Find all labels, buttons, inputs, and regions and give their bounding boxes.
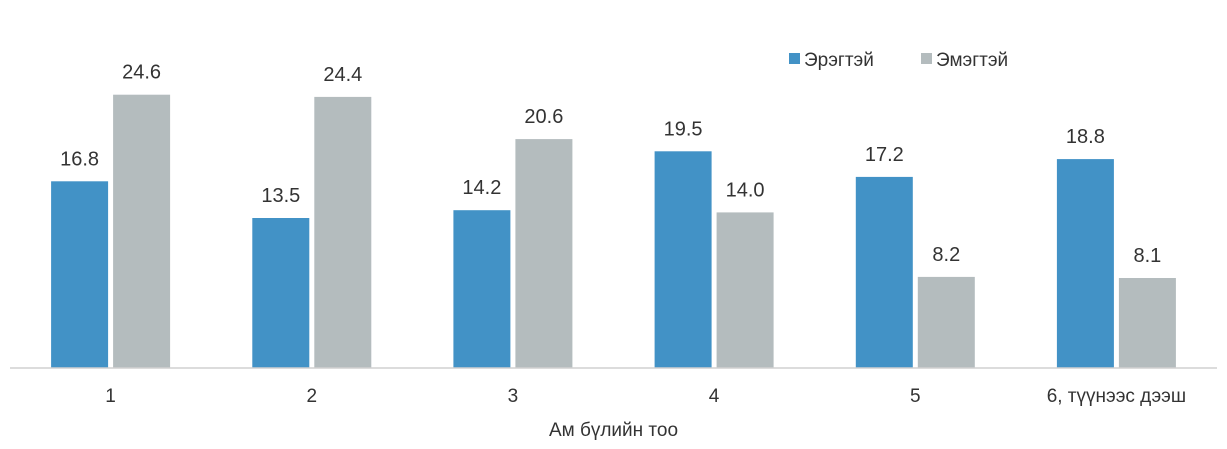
- bars-layer: [51, 94, 1176, 369]
- bar-male-2: [252, 218, 310, 368]
- x-tick-label-3: 3: [508, 386, 519, 407]
- data-labels-layer: 16.8 24.6 13.5 24.4 14.2 20.6 19.5 14.0 17.2 8.2 1…: [60, 62, 1161, 267]
- data-label-female-2: 24.4: [323, 64, 362, 86]
- x-tick-label-4: 4: [709, 386, 720, 407]
- bar-female-4: [716, 212, 774, 368]
- bar-male-5: [855, 176, 913, 368]
- data-label-female-1: 24.6: [122, 62, 161, 84]
- data-label-male-5: 17.2: [865, 144, 904, 166]
- x-tick-label-5: 5: [910, 386, 921, 407]
- x-tick-labels: 1 2 3 4 5 6, түүнээс дээш: [105, 386, 1186, 407]
- x-axis-title: Ам бүлийн тоо: [549, 420, 678, 441]
- data-label-male-4: 19.5: [664, 118, 703, 140]
- data-label-male-1: 16.8: [60, 148, 99, 170]
- bar-female-3: [515, 139, 573, 368]
- bar-male-6: [1056, 159, 1114, 368]
- bar-female-6: [1118, 278, 1176, 368]
- bar-female-1: [113, 94, 171, 368]
- legend-swatch-female: [921, 53, 932, 64]
- legend-label-male: Эрэгтэй: [804, 50, 874, 71]
- legend-swatch-male: [789, 53, 800, 64]
- data-label-female-5: 8.2: [932, 244, 960, 266]
- data-label-male-2: 13.5: [261, 185, 300, 207]
- x-tick-label-6: 6, түүнээс дээш: [1047, 386, 1186, 407]
- legend: Эрэгтэй Эмэгтэй: [789, 50, 1008, 71]
- bar-female-2: [314, 96, 372, 369]
- data-label-male-3: 14.2: [462, 177, 501, 199]
- bar-male-1: [51, 181, 109, 368]
- bar-female-5: [917, 276, 975, 368]
- x-tick-label-1: 1: [105, 386, 116, 407]
- bar-male-3: [453, 210, 511, 368]
- legend-label-female: Эмэгтэй: [936, 50, 1008, 71]
- data-label-male-6: 18.8: [1066, 126, 1105, 148]
- data-label-female-6: 8.1: [1133, 245, 1161, 267]
- x-tick-label-2: 2: [307, 386, 318, 407]
- data-label-female-3: 20.6: [524, 106, 563, 128]
- data-label-female-4: 14.0: [726, 179, 765, 201]
- bar-male-4: [654, 151, 712, 368]
